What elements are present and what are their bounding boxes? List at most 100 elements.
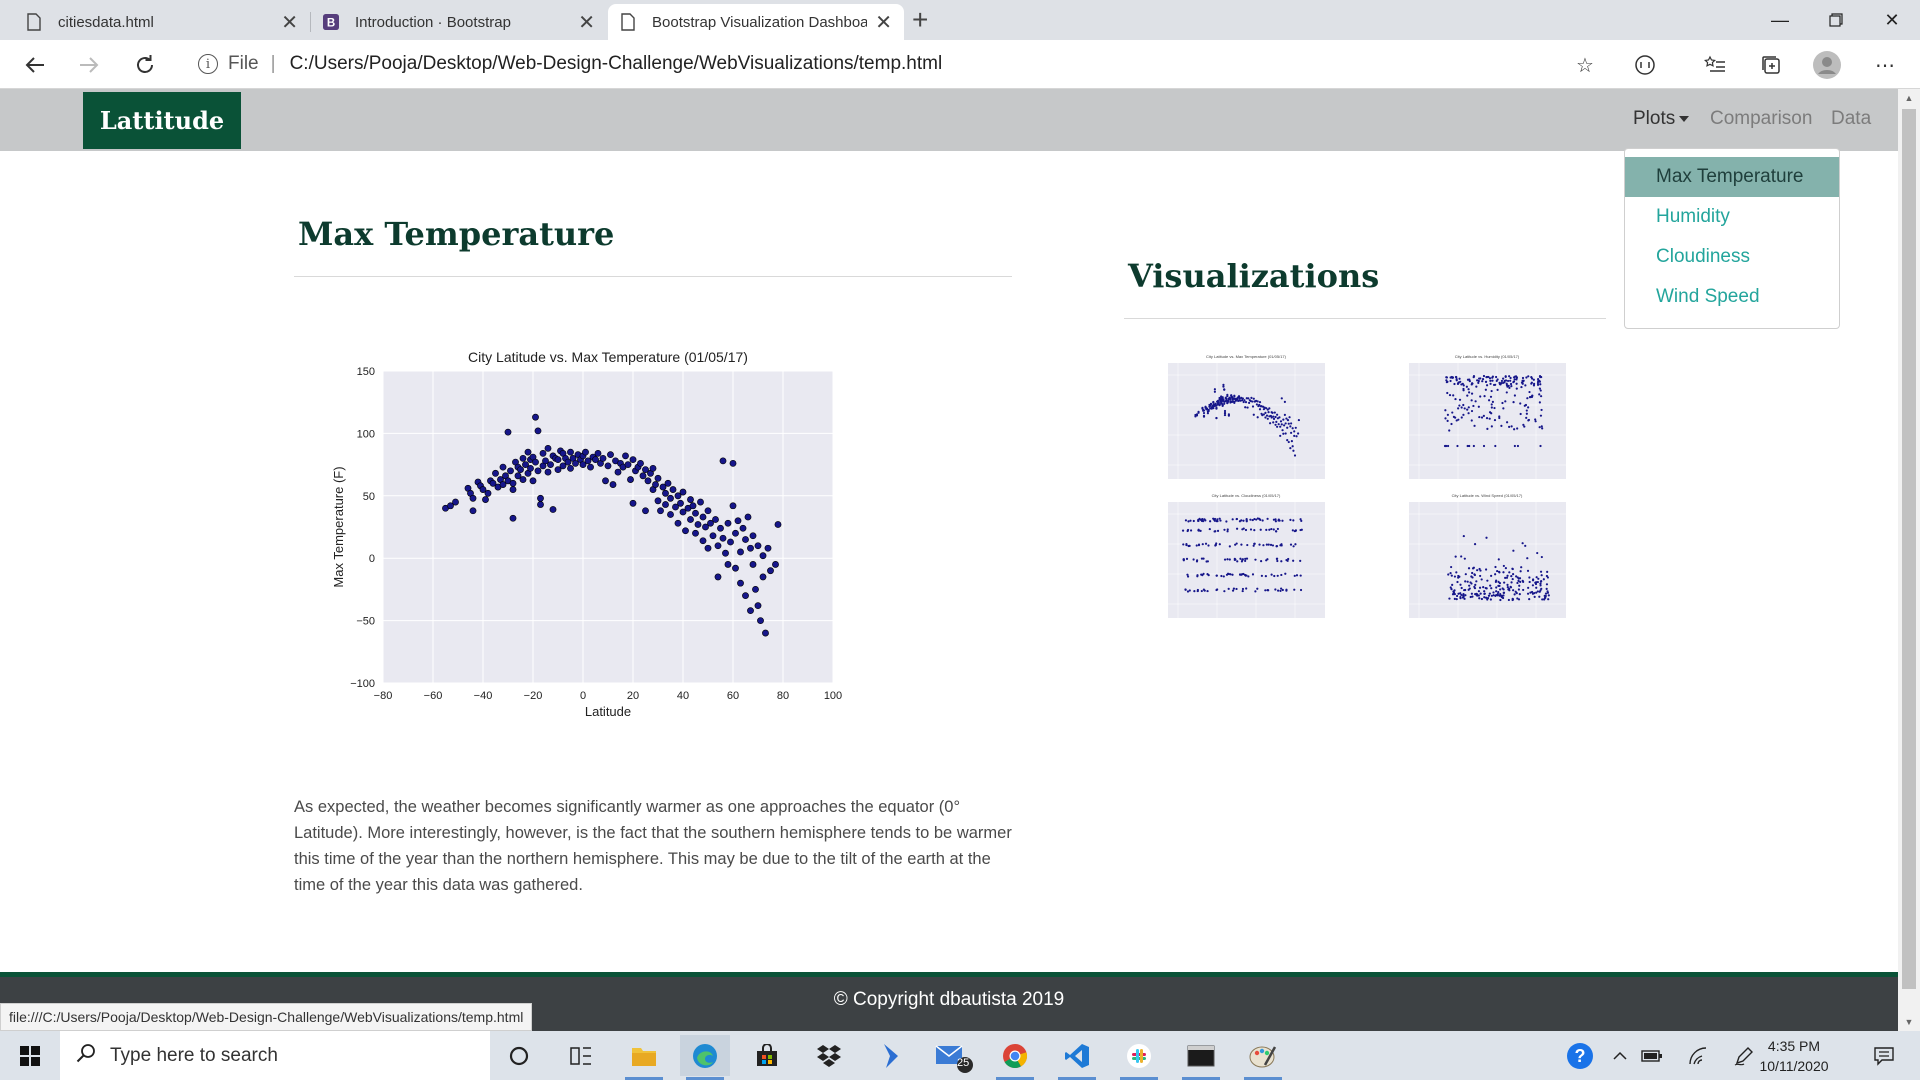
thumb-point — [1192, 558, 1195, 561]
dropdown-item-humidity[interactable]: Humidity — [1656, 206, 1730, 227]
favorite-star-icon[interactable]: ☆ — [1576, 54, 1594, 77]
taskbar-clock[interactable]: 4:35 PM 10/11/2020 — [1752, 1036, 1836, 1076]
dropdown-item-max-temperature[interactable]: Max Temperature — [1625, 157, 1839, 197]
thumb-point — [1215, 404, 1218, 407]
new-tab-button[interactable]: + — [912, 4, 929, 35]
nav-plots-dropdown[interactable]: Plots — [1633, 108, 1690, 130]
close-window-icon[interactable]: ✕ — [1884, 9, 1900, 30]
taskbar-search-input[interactable]: Type here to search — [60, 1031, 490, 1080]
data-point — [654, 497, 662, 505]
wifi-icon[interactable] — [1684, 1031, 1712, 1080]
data-point — [694, 521, 702, 528]
thumb-point — [1289, 447, 1292, 450]
forward-icon[interactable] — [72, 48, 106, 82]
thumb-point — [1527, 375, 1530, 378]
thumb-point — [1546, 591, 1550, 594]
chrome-icon[interactable] — [990, 1035, 1040, 1080]
thumb-point — [1526, 569, 1530, 572]
powershell-icon[interactable] — [866, 1035, 916, 1076]
data-point — [732, 529, 739, 537]
task-view-icon[interactable] — [556, 1035, 606, 1076]
vscode-icon[interactable] — [1052, 1035, 1102, 1080]
tab-bootstrap-intro[interactable]: B Introduction · Bootstrap ✕ — [311, 4, 607, 40]
thumbnail-wind-speed[interactable]: City Latitude vs. Wind Speed (01/05/17) — [1409, 493, 1566, 618]
thumb-point — [1500, 594, 1504, 598]
thumbnail-humidity[interactable]: City Latitude vs. Humidity (01/05/17) — [1409, 354, 1566, 479]
thumb-point — [1299, 588, 1303, 592]
scrollbar-thumb[interactable] — [1902, 109, 1916, 989]
help-icon[interactable]: ? — [1560, 1031, 1600, 1080]
thumb-point — [1495, 590, 1498, 593]
pen-icon[interactable] — [1730, 1031, 1758, 1080]
collections-icon[interactable] — [1756, 50, 1786, 80]
data-point — [739, 524, 747, 532]
brand-logo[interactable]: Lattitude — [83, 92, 241, 149]
battery-icon[interactable] — [1638, 1031, 1666, 1080]
data-point — [614, 468, 622, 476]
thumbnail-cloudiness[interactable]: City Latitude vs. Cloudiness (01/05/17) — [1168, 493, 1325, 618]
edge-icon[interactable] — [680, 1035, 730, 1080]
cortana-icon[interactable] — [494, 1035, 544, 1076]
tab-dashboard[interactable]: Bootstrap Visualization Dashboa ✕ — [608, 4, 904, 40]
show-hidden-icons-icon[interactable] — [1606, 1031, 1634, 1080]
back-icon[interactable] — [18, 48, 52, 82]
dropdown-item-cloudiness[interactable]: Cloudiness — [1656, 246, 1750, 267]
thumb-point — [1235, 527, 1239, 530]
scroll-down-icon[interactable]: ▼ — [1904, 1017, 1914, 1027]
thumb-point — [1237, 399, 1240, 402]
thumb-point — [1223, 411, 1227, 415]
thumb-point — [1222, 399, 1225, 402]
data-point — [759, 573, 767, 581]
refresh-icon[interactable] — [128, 48, 162, 82]
page-scrollbar[interactable]: ▲ ▼ — [1898, 89, 1920, 1031]
thumb-point — [1470, 419, 1473, 422]
store-icon[interactable] — [742, 1035, 792, 1076]
thumb-point — [1468, 444, 1471, 448]
info-icon[interactable]: i — [198, 54, 218, 74]
dropdown-item-wind-speed[interactable]: Wind Speed — [1656, 286, 1760, 307]
data-point — [719, 534, 727, 542]
address-input[interactable]: i File | C:/Users/Pooja/Desktop/Web-Desi… — [180, 45, 1590, 83]
close-tab-icon[interactable]: ✕ — [875, 11, 892, 34]
thumb-point — [1478, 597, 1481, 600]
file-explorer-icon[interactable] — [619, 1035, 669, 1080]
thumb-point — [1275, 420, 1278, 423]
thumb-point — [1485, 417, 1489, 420]
thumb-point — [1498, 582, 1502, 585]
separator: | — [270, 53, 276, 74]
nav-data[interactable]: Data — [1831, 108, 1872, 129]
notifications-icon[interactable] — [1864, 1031, 1904, 1080]
scroll-up-icon[interactable]: ▲ — [1904, 93, 1914, 103]
thumb-point — [1222, 385, 1225, 388]
plots-dropdown-menu: Max Temperature Humidity Cloudiness Wind… — [1624, 148, 1840, 329]
thumb-point — [1471, 571, 1474, 575]
thumbnail-max-temperature[interactable]: City Latitude vs. Max Temperature (01/05… — [1168, 354, 1325, 479]
close-tab-icon[interactable]: ✕ — [578, 11, 595, 34]
slack-icon[interactable] — [1114, 1035, 1164, 1080]
data-point — [544, 468, 552, 476]
dropbox-icon[interactable] — [804, 1035, 854, 1076]
thumb-point — [1508, 571, 1511, 574]
favorites-list-icon[interactable] — [1700, 50, 1730, 80]
thumb-point — [1450, 587, 1453, 591]
windows-start-icon[interactable] — [0, 1031, 60, 1080]
immersive-reader-icon[interactable] — [1630, 50, 1660, 80]
thumb-point — [1482, 414, 1485, 417]
close-tab-icon[interactable]: ✕ — [281, 11, 298, 34]
tab-citiesdata[interactable]: citiesdata.html ✕ — [14, 4, 310, 40]
thumb-point — [1446, 419, 1449, 423]
more-menu-icon[interactable]: ⋯ — [1875, 54, 1895, 77]
paint-icon[interactable] — [1238, 1035, 1288, 1080]
thumb-point — [1451, 411, 1454, 414]
restore-icon[interactable] — [1808, 0, 1864, 40]
minimize-icon[interactable]: — — [1771, 9, 1789, 30]
nav-comparison[interactable]: Comparison — [1710, 108, 1813, 129]
visualization-thumbnails: City Latitude vs. Max Temperature (01/05… — [1150, 349, 1580, 629]
thumb-point — [1277, 589, 1280, 592]
terminal-icon[interactable] — [1176, 1035, 1226, 1080]
thumb-point — [1291, 427, 1294, 430]
profile-avatar[interactable] — [1812, 50, 1842, 80]
mail-icon[interactable]: 25 — [928, 1035, 978, 1076]
thumb-point — [1267, 543, 1270, 546]
thumb-point — [1464, 580, 1467, 583]
